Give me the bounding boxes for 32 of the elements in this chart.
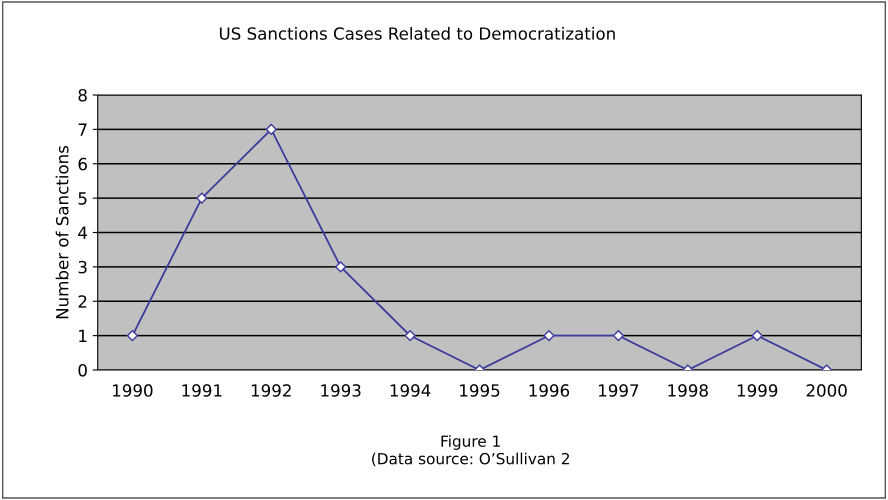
point [612, 330, 624, 342]
x-tick-label: 2000 [806, 384, 847, 397]
x-tick-label: 1995 [460, 384, 500, 397]
y-tick-label: 5 [78, 192, 86, 205]
x-tick-label: 1990 [113, 384, 152, 397]
y-tick-label: 0 [78, 364, 87, 377]
x-tick-label: 1996 [530, 384, 570, 397]
point [404, 330, 416, 342]
x-tick-label: 1993 [321, 384, 361, 397]
x-tick-label: 1997 [598, 384, 638, 397]
y-tick-label: 2 [78, 295, 86, 308]
x-tick-label: 1998 [668, 384, 708, 397]
y-tick-label: 8 [78, 88, 87, 102]
y-tick-label: 7 [78, 124, 87, 136]
text: (Data source: O’Sullivan 2 [372, 452, 569, 466]
chart-title: US Sanctions Cases Related to Democratization [220, 26, 615, 40]
point [543, 330, 555, 342]
point [196, 192, 208, 204]
x-tick-label: 1992 [252, 384, 291, 397]
point [266, 124, 277, 135]
y-tick-label: 4 [78, 226, 88, 239]
y-tick-label: 6 [78, 158, 87, 170]
x-tick-label: 1994 [390, 384, 430, 397]
point [335, 261, 346, 272]
point [752, 330, 763, 342]
x-tick-label: 1999 [738, 384, 778, 397]
x-tick-label: 1991 [182, 384, 222, 397]
y-tick-label: 1 [79, 330, 86, 342]
point [126, 330, 138, 342]
y-tick-label: 3 [78, 260, 87, 274]
y-axis-title: Number of Sanctions [56, 146, 69, 318]
caption: Figure 1 [442, 435, 500, 450]
